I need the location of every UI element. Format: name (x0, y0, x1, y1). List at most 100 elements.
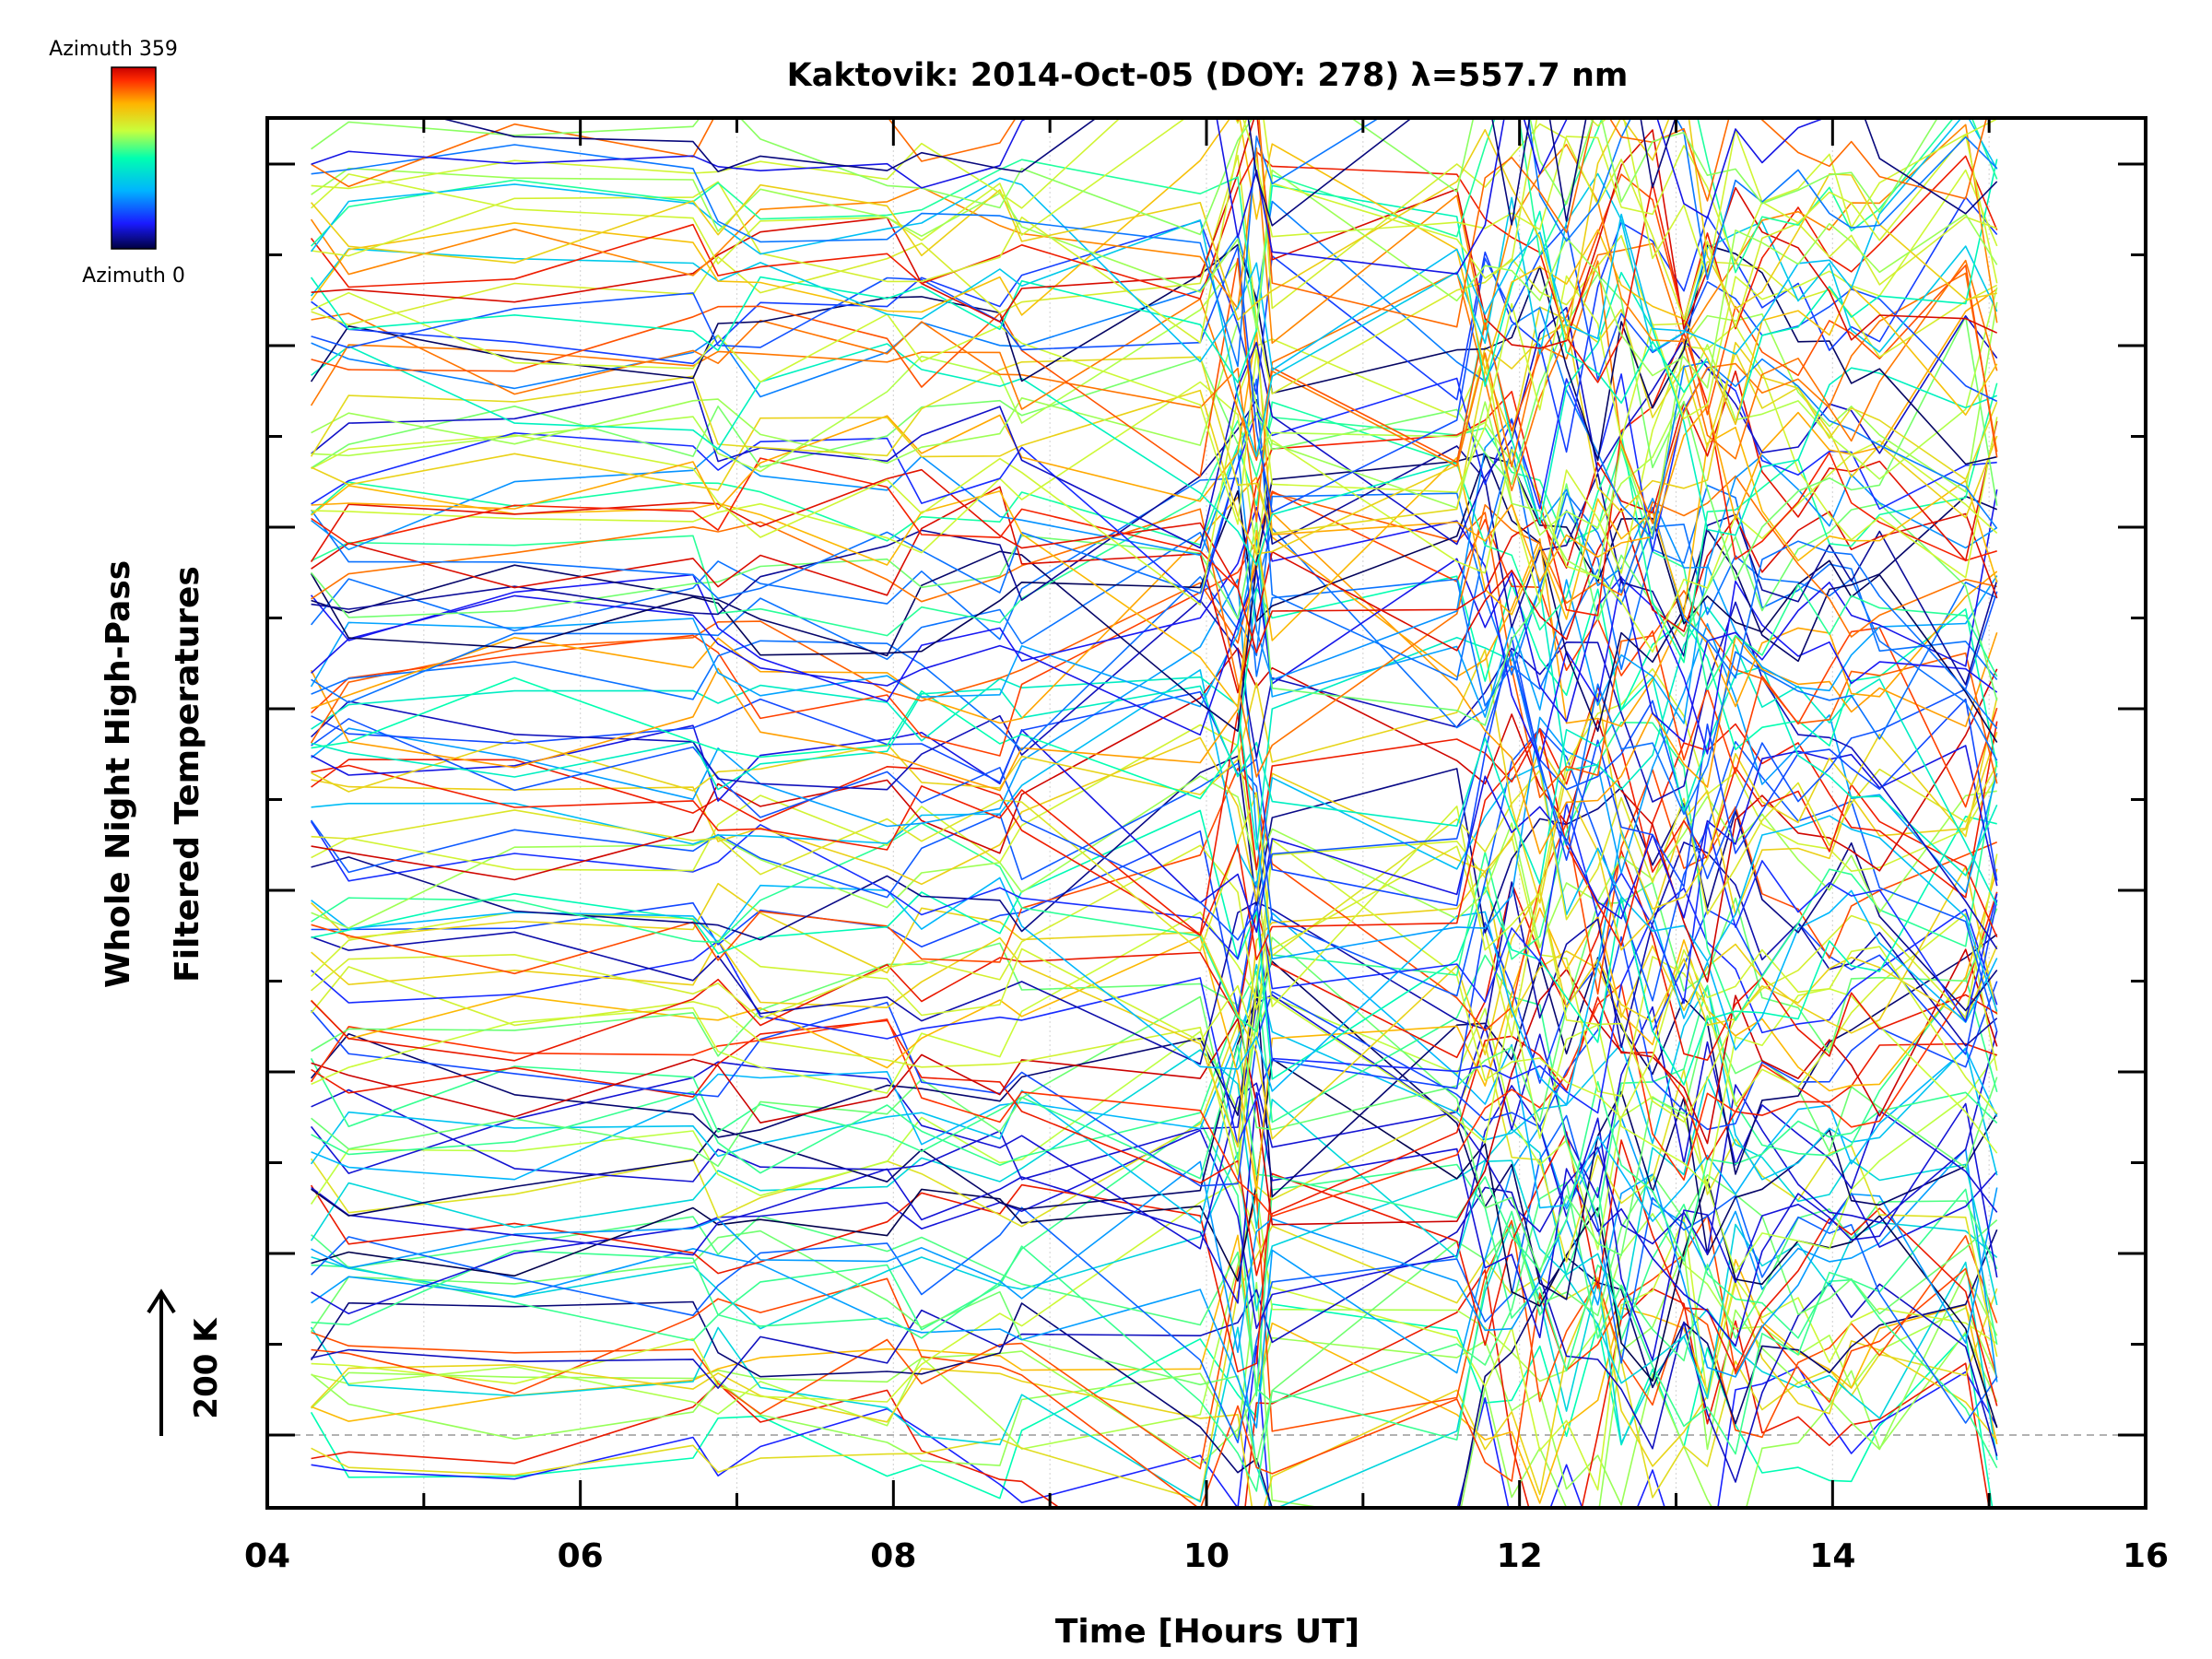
azimuth-series-line (310, 935, 1998, 1187)
azimuth-series-line (311, 1186, 1998, 1483)
azimuth-series-line (311, 731, 1998, 951)
azimuth-series-line (310, 1006, 1998, 1250)
x-tick-label: 14 (1809, 1537, 1855, 1575)
azimuth-series-line (311, 118, 1997, 344)
azimuth-series-line (311, 118, 1998, 284)
chart-title: Kaktovik: 2014-Oct-05 (DOY: 278) λ=557.7… (787, 57, 1629, 94)
azimuth-series-line (311, 1181, 1998, 1491)
y-axis-label-line1: Whole Night High-Pass (100, 560, 137, 988)
colorbar-gradient (111, 66, 157, 250)
azimuth-series-line (311, 382, 1998, 664)
azimuth-series-line (311, 721, 1998, 1033)
azimuth-series-line (311, 475, 1997, 778)
azimuth-series-line (310, 159, 1998, 426)
azimuth-series-line (311, 167, 1998, 389)
x-tick-labels: 04 06 08 10 12 14 16 (244, 1537, 2169, 1575)
azimuth-series-line (311, 712, 1998, 947)
azimuth-series-line (310, 1131, 1998, 1406)
azimuth-series-line (311, 1234, 1998, 1504)
azimuth-series-line (310, 1173, 1998, 1465)
azimuth-series-line (311, 960, 1998, 1300)
x-axis-label: Time [Hours UT] (1055, 1613, 1359, 1651)
azimuth-series-line (311, 173, 1998, 477)
x-tick-label: 16 (2123, 1537, 2169, 1575)
azimuth-series-line (311, 667, 1998, 1007)
series-group (310, 118, 1998, 1508)
azimuth-series-line (311, 273, 1998, 581)
azimuth-series-line (311, 668, 1998, 1012)
azimuth-series-line (310, 172, 1998, 458)
azimuth-series-line (311, 665, 1998, 885)
azimuth-series-line (311, 636, 1998, 907)
azimuth-series-line (310, 1044, 1998, 1272)
azimuth-series-line (311, 118, 1998, 368)
azimuth-series-line (311, 850, 1998, 1062)
azimuth-series-line (311, 225, 1998, 513)
azimuth-series-line (311, 809, 1997, 1086)
azimuth-series-line (310, 118, 1998, 426)
azimuth-series-line (311, 118, 1998, 349)
azimuth-series-line (310, 259, 1998, 524)
azimuth-series-line (311, 381, 1998, 653)
azimuth-series-line (311, 882, 1998, 1140)
azimuth-series-line (311, 844, 1998, 1123)
azimuth-series-line (311, 242, 1998, 523)
azimuth-series-line (310, 1303, 1994, 1508)
azimuth-series-line (310, 963, 1998, 1224)
azimuth-series-line (311, 118, 1939, 236)
azimuth-series-line (311, 398, 1998, 686)
azimuth-series-line (311, 324, 1998, 606)
azimuth-series-line (311, 1277, 1998, 1508)
azimuth-series-line (311, 994, 1998, 1255)
x-tick-label: 04 (244, 1537, 290, 1575)
azimuth-series-line (310, 455, 1998, 743)
azimuth-series-line (311, 686, 1998, 960)
azimuth-series-line (311, 881, 1998, 1131)
x-tick-label: 06 (558, 1537, 604, 1575)
azimuth-series-line (311, 118, 1998, 279)
azimuth-series-line (311, 587, 1998, 906)
azimuth-series-line (310, 512, 1998, 854)
azimuth-series-line (311, 1225, 1998, 1501)
azimuth-series-line (311, 118, 1998, 333)
azimuth-series-line (311, 1160, 1998, 1378)
azimuth-series-line (311, 649, 1998, 910)
azimuth-series-line (311, 775, 1997, 948)
azimuth-series-line (311, 724, 1998, 934)
azimuth-series-line (311, 839, 1998, 1119)
azimuth-series-line (311, 118, 1988, 328)
x-tick-label: 10 (1183, 1537, 1230, 1575)
azimuth-series-line (310, 477, 1998, 761)
azimuth-series-line (311, 1085, 1998, 1361)
azimuth-series-line (310, 118, 1998, 371)
azimuth-series-line (311, 755, 1998, 1012)
azimuth-series-line (311, 948, 1998, 1226)
axis-ticks (265, 118, 2147, 1508)
azimuth-series-line (310, 1221, 1998, 1508)
azimuth-series-line (310, 483, 1998, 726)
azimuth-series-line (311, 118, 1998, 227)
azimuth-series-line (310, 243, 1997, 465)
azimuth-series-line (310, 1022, 1998, 1358)
colorbar-min-label: Azimuth 0 (82, 265, 185, 288)
azimuth-colorbar: Azimuth 359 Azimuth 0 (49, 38, 185, 288)
azimuth-series-line (311, 1345, 1998, 1508)
azimuth-series-line (311, 288, 1998, 582)
azimuth-series-line (311, 323, 1998, 555)
azimuth-series-line (311, 453, 1998, 733)
x-tick-label: 08 (870, 1537, 916, 1575)
azimuth-series-line (311, 1331, 1998, 1508)
scale-bar-label: 200 K (188, 1317, 225, 1419)
azimuth-series-line (311, 868, 1998, 1193)
azimuth-series-line (310, 539, 1998, 724)
azimuth-series-line (311, 426, 1998, 709)
azimuth-series-line (311, 647, 1998, 983)
azimuth-series-line (310, 996, 1998, 1274)
azimuth-series-line (310, 150, 1998, 383)
scale-arrow-head (147, 1288, 176, 1314)
azimuth-series-line (310, 506, 1998, 762)
azimuth-series-line (311, 1121, 1998, 1468)
azimuth-series-line (311, 764, 1998, 957)
scale-bar: 200 K (147, 1288, 225, 1436)
